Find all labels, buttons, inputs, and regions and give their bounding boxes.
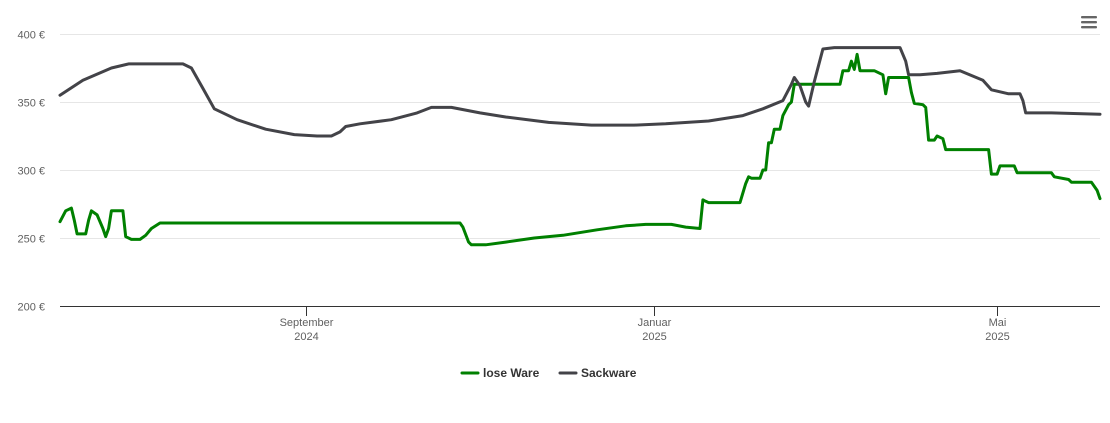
series-line-sackware [58,46,1102,138]
y-tick-label: 200 € [17,302,45,314]
y-axis-labels: 200 € 250 € 300 € 350 € 400 € [17,30,45,314]
x-tick-label-year: 2025 [985,331,1009,343]
hamburger-menu-icon [1081,16,1097,29]
series-line-lose-ware [58,52,1102,247]
menu-button[interactable] [1080,14,1098,30]
y-tick-label: 350 € [17,98,45,110]
y-tick-label: 300 € [17,166,45,178]
legend-item-sackware[interactable]: Sackware [558,366,637,380]
x-axis-ticks: September 2024 Januar 2025 Mai 2025 [280,306,1010,343]
x-tick-label-year: 2025 [642,331,666,343]
x-tick-label-year: 2024 [294,331,318,343]
y-tick-label: 250 € [17,234,45,246]
legend-item-lose-ware[interactable]: lose Ware [460,366,540,380]
legend-label: lose Ware [483,366,540,380]
series-lines [58,46,1102,247]
y-grid-lines [60,34,1100,239]
x-tick-label: Mai [989,317,1007,329]
x-tick-label: September [280,317,334,329]
y-tick-label: 400 € [17,30,45,42]
chart-legend: lose Ware Sackware [460,366,637,380]
x-tick-label: Januar [638,317,672,329]
legend-label: Sackware [581,366,637,380]
